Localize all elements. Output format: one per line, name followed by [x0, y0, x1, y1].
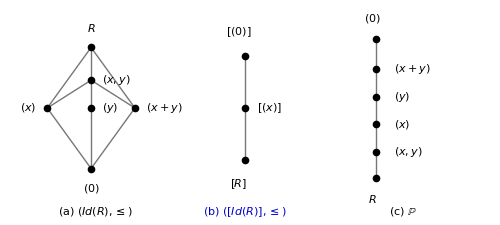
Text: $R$: $R$: [368, 193, 377, 205]
Text: $(x)$: $(x)$: [394, 118, 410, 131]
Text: $(x)$: $(x)$: [20, 101, 36, 115]
Text: $(0)$: $(0)$: [364, 11, 381, 25]
Text: (b) $([Id(R)],\leq)$: (b) $([Id(R)],\leq)$: [203, 205, 287, 219]
Text: $(x+y)$: $(x+y)$: [394, 62, 430, 76]
Text: $(0)$: $(0)$: [82, 182, 100, 195]
Text: $(y)$: $(y)$: [102, 101, 118, 115]
Text: (c) $\mathbb{P}$: (c) $\mathbb{P}$: [388, 205, 416, 218]
Text: $R$: $R$: [87, 22, 96, 34]
Text: $(x,y)$: $(x,y)$: [394, 145, 422, 159]
Text: $[(x)]$: $[(x)]$: [257, 101, 282, 115]
Text: $(x,y)$: $(x,y)$: [102, 73, 130, 87]
Text: (a) $(Id(R),\leq)$: (a) $(Id(R),\leq)$: [58, 205, 132, 218]
Text: $[(0)]$: $[(0)]$: [226, 25, 252, 39]
Text: $(y)$: $(y)$: [394, 90, 410, 104]
Text: $[R]$: $[R]$: [230, 177, 248, 191]
Text: $(x+y)$: $(x+y)$: [146, 101, 182, 115]
